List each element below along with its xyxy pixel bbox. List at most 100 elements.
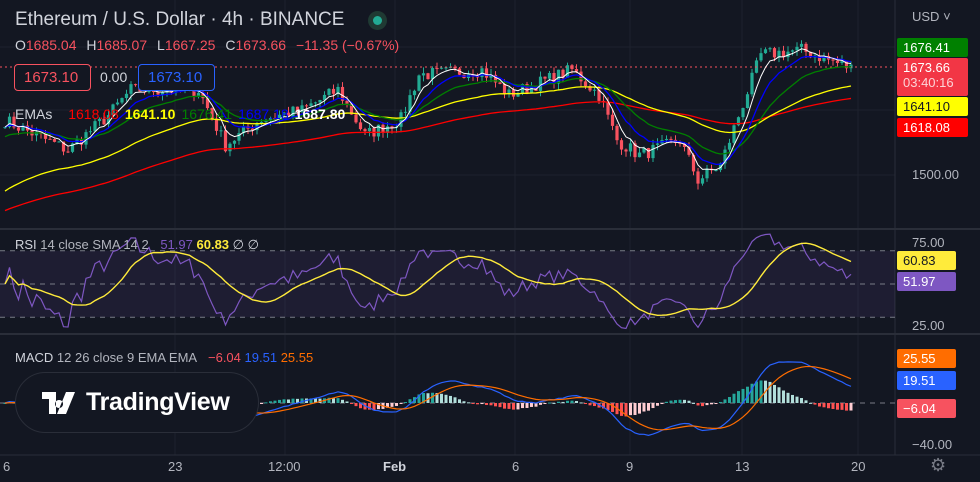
candle-body — [732, 125, 736, 143]
macd-histogram-bar — [656, 403, 659, 406]
candle-body — [124, 93, 129, 99]
tradingview-logo[interactable]: TradingView — [15, 372, 259, 433]
symbol-title[interactable]: Ethereum / U.S. Dollar · 4h · BINANCE — [15, 9, 345, 30]
candle-body — [592, 89, 597, 91]
macd-histogram-bar — [435, 393, 439, 403]
candle-body — [133, 84, 138, 86]
macd-histogram-bar — [354, 403, 358, 407]
candle-body — [205, 98, 210, 109]
market-status-icon[interactable] — [368, 11, 387, 30]
macd-histogram-bar — [737, 391, 740, 403]
candle-body — [354, 114, 358, 123]
settings-gear-icon[interactable]: ⚙ — [930, 455, 947, 475]
candle-body — [840, 61, 844, 64]
macd-histogram-bar — [795, 396, 799, 403]
candle-body — [552, 72, 556, 84]
last-price-label: 1673.66 03:40:16 — [897, 58, 968, 96]
macd-histogram-bar — [552, 402, 556, 404]
candle-body — [21, 125, 25, 131]
sell-button[interactable]: 1673.10 — [14, 64, 91, 91]
candle-body — [250, 128, 255, 131]
candle-body — [759, 53, 763, 61]
macd-histogram-bar — [845, 403, 848, 411]
macd-histogram-bar — [494, 403, 497, 407]
candle-body — [696, 171, 700, 184]
currency-selector[interactable]: USD ˅ — [912, 9, 951, 24]
macd-histogram-bar — [534, 403, 538, 407]
macd-histogram-bar — [696, 403, 700, 406]
macd-histogram-bar — [399, 403, 403, 404]
macd-histogram-bar — [665, 401, 668, 403]
macd-histogram-bar — [332, 398, 335, 403]
candle-body — [97, 118, 102, 122]
candle-body — [700, 178, 705, 184]
macd-histogram-bar — [318, 398, 322, 403]
candle-body — [403, 111, 408, 113]
time-tick: 6 — [3, 459, 11, 474]
candle-body — [651, 144, 655, 159]
candle-body — [804, 43, 808, 52]
macd-histogram-bar — [431, 392, 434, 403]
macd-histogram-bar — [350, 403, 353, 404]
macd-signal-label: 25.55 — [897, 349, 956, 368]
candle-body — [412, 90, 417, 96]
macd-histogram-bar — [341, 399, 344, 403]
macd-histogram-bar — [719, 401, 722, 403]
macd-histogram-bar — [804, 400, 808, 403]
candle-body — [538, 76, 543, 91]
macd-histogram-bar — [566, 400, 569, 403]
candle-body — [682, 143, 687, 148]
candle-body — [102, 118, 106, 125]
candle-body — [628, 143, 633, 152]
ema-blue-line — [4, 55, 852, 166]
macd-histogram-bar — [440, 393, 443, 403]
rsi-tick-25: 25.00 — [912, 318, 945, 333]
macd-histogram-bar — [390, 403, 394, 407]
macd-histogram-bar — [462, 401, 466, 403]
macd-histogram-bar — [570, 400, 574, 403]
macd-histogram-bar — [404, 402, 407, 404]
candle-body — [286, 112, 291, 117]
rsi-tick-75: 75.00 — [912, 235, 945, 250]
candle-body — [259, 121, 264, 124]
candle-body — [606, 102, 610, 115]
macd-histogram-bar — [579, 402, 583, 404]
candle-body — [741, 108, 745, 118]
macd-legend[interactable]: MACD 12 26 close 9 EMA EMA −6.04 19.51 2… — [15, 350, 314, 365]
candle-body — [669, 138, 673, 140]
candle-body — [484, 68, 489, 78]
candle-body — [273, 118, 277, 120]
candle-body — [633, 143, 637, 158]
macd-histogram-bar — [678, 399, 682, 403]
candle-body — [768, 48, 772, 50]
candle-body — [511, 89, 516, 97]
candle-body — [817, 55, 822, 62]
candle-body — [556, 69, 561, 84]
candle-body — [228, 143, 232, 152]
macd-histogram-bar — [620, 403, 623, 416]
rsi-legend[interactable]: RSI 14 close SMA 14 2 51.97 60.83 ∅ ∅ — [15, 237, 259, 252]
candle-body — [282, 112, 286, 115]
candle-body — [736, 117, 741, 126]
candle-body — [516, 92, 520, 97]
candle-body — [777, 50, 781, 58]
change-value: −11.35 (−0.67%) — [295, 37, 400, 53]
macd-histogram-bar — [584, 403, 587, 404]
time-tick: 20 — [851, 459, 866, 474]
ema-legend[interactable]: EMAs 1618.08 1641.10 1676.41 1687.18 1687.80 — [15, 106, 346, 122]
candle-body — [300, 105, 304, 112]
candle-body — [66, 151, 70, 153]
macd-tick: −40.00 — [912, 437, 953, 452]
time-tick: 23 — [168, 459, 183, 474]
candle-body — [624, 149, 628, 152]
candle-body — [291, 106, 295, 117]
candle-body — [646, 148, 651, 159]
buy-button[interactable]: 1673.10 — [138, 64, 215, 91]
candle-body — [529, 86, 534, 93]
candle-body — [129, 84, 133, 94]
macd-histogram-bar — [417, 394, 421, 403]
ema-green-label: 1676.41 — [897, 38, 968, 57]
spread-value: 0.00 — [100, 69, 128, 85]
macd-histogram-bar — [602, 403, 605, 409]
macd-histogram-bar — [651, 403, 655, 409]
